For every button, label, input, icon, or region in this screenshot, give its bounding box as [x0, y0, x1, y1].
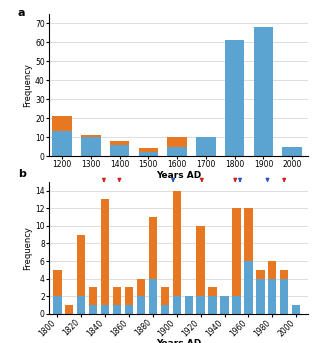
Bar — [280, 279, 289, 314]
Bar — [161, 305, 169, 314]
Y-axis label: Frequency: Frequency — [23, 226, 33, 270]
Bar — [173, 191, 181, 296]
Bar — [268, 279, 276, 314]
Bar — [113, 305, 121, 314]
Bar — [53, 296, 62, 314]
Text: a: a — [18, 8, 25, 18]
Bar — [77, 296, 85, 314]
Bar — [138, 149, 158, 152]
Bar — [256, 279, 264, 314]
Legend: eastern England, Other Major North Sea: eastern England, Other Major North Sea — [58, 185, 215, 196]
Bar — [197, 296, 205, 314]
Bar — [137, 279, 145, 296]
Bar — [185, 296, 193, 314]
Bar — [65, 305, 73, 314]
Bar — [113, 287, 121, 305]
Bar — [125, 287, 133, 305]
Bar — [149, 217, 157, 279]
Bar — [110, 141, 129, 145]
Text: b: b — [18, 168, 26, 179]
Bar — [81, 135, 100, 137]
Bar — [167, 137, 187, 146]
Bar — [53, 270, 62, 296]
Bar — [244, 208, 252, 261]
Bar — [125, 305, 133, 314]
Bar — [110, 145, 129, 156]
Y-axis label: Frequency: Frequency — [23, 63, 32, 107]
Bar — [101, 199, 109, 305]
Bar — [268, 261, 276, 279]
Bar — [196, 137, 216, 156]
Bar — [292, 305, 300, 314]
Bar — [244, 261, 252, 314]
Bar — [149, 279, 157, 314]
Bar — [232, 296, 240, 314]
Bar — [197, 226, 205, 296]
Bar — [283, 146, 302, 156]
Bar — [161, 287, 169, 305]
Bar — [232, 208, 240, 296]
Bar — [138, 152, 158, 156]
Bar — [220, 296, 229, 314]
Bar — [167, 146, 187, 156]
X-axis label: Years AD: Years AD — [156, 340, 201, 343]
Bar — [256, 270, 264, 279]
Bar — [77, 235, 85, 296]
Bar — [137, 296, 145, 314]
Bar — [208, 296, 217, 314]
Bar — [81, 137, 100, 156]
Bar — [89, 287, 97, 305]
Bar — [52, 131, 72, 156]
Bar — [101, 305, 109, 314]
Bar — [225, 40, 245, 156]
Bar — [89, 305, 97, 314]
Bar — [208, 287, 217, 296]
X-axis label: Years AD: Years AD — [156, 170, 201, 180]
Bar — [173, 296, 181, 314]
Bar — [52, 116, 72, 131]
Bar — [254, 27, 273, 156]
Bar — [280, 270, 289, 279]
